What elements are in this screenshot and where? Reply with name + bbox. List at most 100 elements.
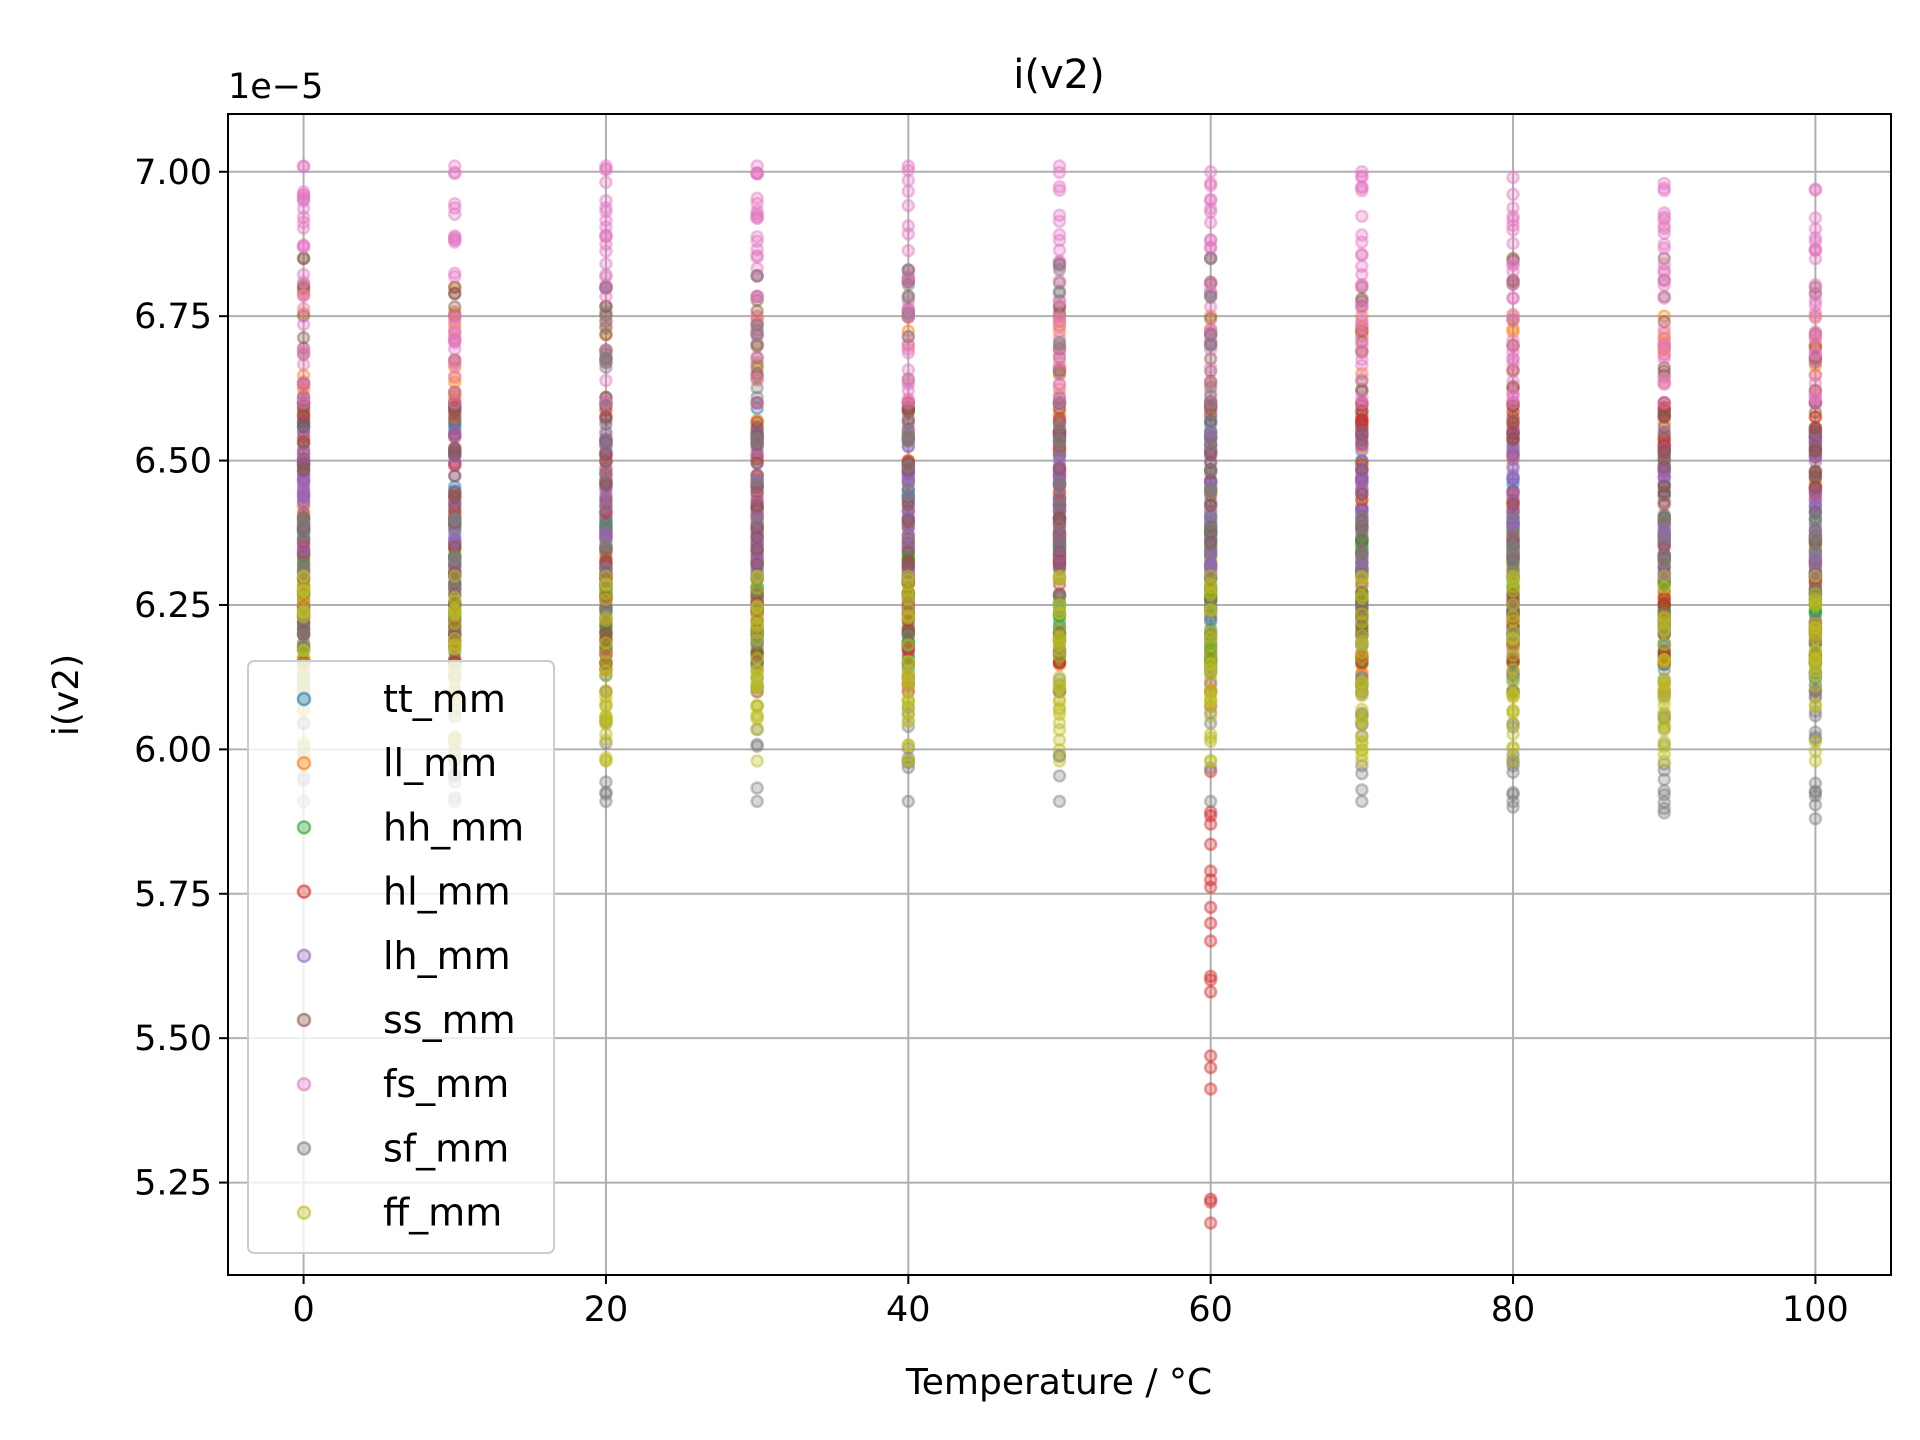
data-point	[1657, 612, 1671, 626]
data-point	[1657, 527, 1671, 541]
data-point	[1657, 621, 1671, 636]
data-point	[296, 447, 311, 462]
data-point	[1657, 596, 1671, 611]
data-point	[750, 401, 764, 416]
data-point	[1657, 237, 1671, 252]
data-point	[1808, 553, 1823, 567]
data-point	[1808, 575, 1823, 589]
data-point	[448, 444, 462, 459]
data-point	[448, 604, 462, 618]
data-point	[1052, 341, 1067, 356]
data-point	[750, 641, 764, 655]
data-point	[1657, 479, 1671, 494]
data-point	[448, 568, 462, 582]
data-point	[296, 590, 311, 605]
data-point	[1506, 591, 1520, 606]
data-point	[1657, 575, 1671, 590]
data-point	[750, 624, 764, 639]
data-point	[1355, 552, 1369, 567]
data-point	[599, 437, 613, 451]
data-point	[1355, 438, 1369, 453]
data-point	[296, 429, 311, 444]
legend-marker	[296, 755, 312, 771]
data-point	[750, 528, 764, 542]
data-point	[1355, 473, 1369, 487]
data-point	[1808, 655, 1823, 670]
data-point	[296, 446, 311, 461]
data-point	[1808, 420, 1823, 435]
data-point	[599, 461, 613, 476]
data-point	[1657, 400, 1671, 415]
data-point	[1506, 236, 1520, 251]
data-point	[296, 301, 311, 316]
data-point	[1203, 463, 1218, 478]
data-point	[1052, 318, 1067, 333]
data-point	[1657, 181, 1671, 195]
data-point	[296, 191, 311, 206]
data-point	[1506, 632, 1520, 646]
data-point	[1506, 405, 1520, 419]
data-point	[1203, 653, 1218, 667]
data-point	[1808, 684, 1823, 699]
data-point	[1657, 565, 1671, 580]
data-point	[1355, 278, 1369, 292]
data-point	[599, 558, 613, 572]
data-point	[750, 456, 764, 470]
data-point	[1808, 450, 1823, 465]
data-point	[296, 518, 311, 533]
data-point	[599, 523, 613, 538]
data-point	[1506, 655, 1520, 670]
data-point	[750, 557, 764, 572]
data-point	[1808, 666, 1823, 680]
data-point	[1052, 548, 1067, 562]
data-point	[1052, 548, 1067, 562]
data-point	[599, 543, 613, 558]
data-point	[1052, 165, 1067, 180]
data-point	[750, 603, 764, 617]
data-point	[901, 476, 916, 490]
data-point	[750, 473, 764, 487]
data-point	[1808, 567, 1823, 582]
y-tick-label: 7.00	[134, 153, 212, 193]
data-point	[901, 538, 916, 553]
data-point	[296, 457, 311, 471]
data-point	[1203, 985, 1218, 999]
data-point	[1203, 588, 1218, 602]
data-point	[1808, 435, 1823, 450]
data-point	[599, 570, 613, 584]
data-point	[296, 571, 311, 586]
data-point	[296, 288, 311, 303]
data-point	[1506, 618, 1520, 633]
data-point	[1506, 612, 1520, 626]
data-point	[1808, 554, 1823, 568]
x-axis-label: Temperature / °C	[905, 1362, 1212, 1403]
data-point	[1203, 622, 1218, 636]
data-point	[1203, 600, 1218, 615]
data-point	[448, 384, 462, 399]
data-point	[1657, 597, 1671, 612]
data-point	[1657, 613, 1671, 627]
data-point	[296, 523, 311, 537]
data-point	[1657, 470, 1671, 484]
data-point	[448, 516, 462, 530]
data-point	[296, 535, 311, 550]
legend: tt_mmll_mmhh_mmhl_mmlh_mmss_mmfs_mmsf_mm…	[247, 660, 555, 1254]
data-point	[1657, 608, 1671, 622]
data-point	[1808, 431, 1823, 445]
data-point	[599, 668, 613, 682]
data-point	[1355, 628, 1369, 643]
data-point	[1657, 511, 1671, 526]
data-point	[448, 232, 462, 247]
data-point	[750, 339, 764, 353]
data-point	[1657, 552, 1671, 567]
data-point	[448, 449, 462, 464]
data-point	[1052, 684, 1067, 699]
data-point	[599, 500, 613, 514]
data-point	[1657, 494, 1671, 509]
data-point	[296, 382, 311, 397]
data-point	[296, 636, 311, 651]
data-point	[1506, 683, 1520, 698]
data-point	[1657, 497, 1671, 512]
data-point	[1355, 602, 1369, 616]
data-point	[1203, 462, 1218, 477]
